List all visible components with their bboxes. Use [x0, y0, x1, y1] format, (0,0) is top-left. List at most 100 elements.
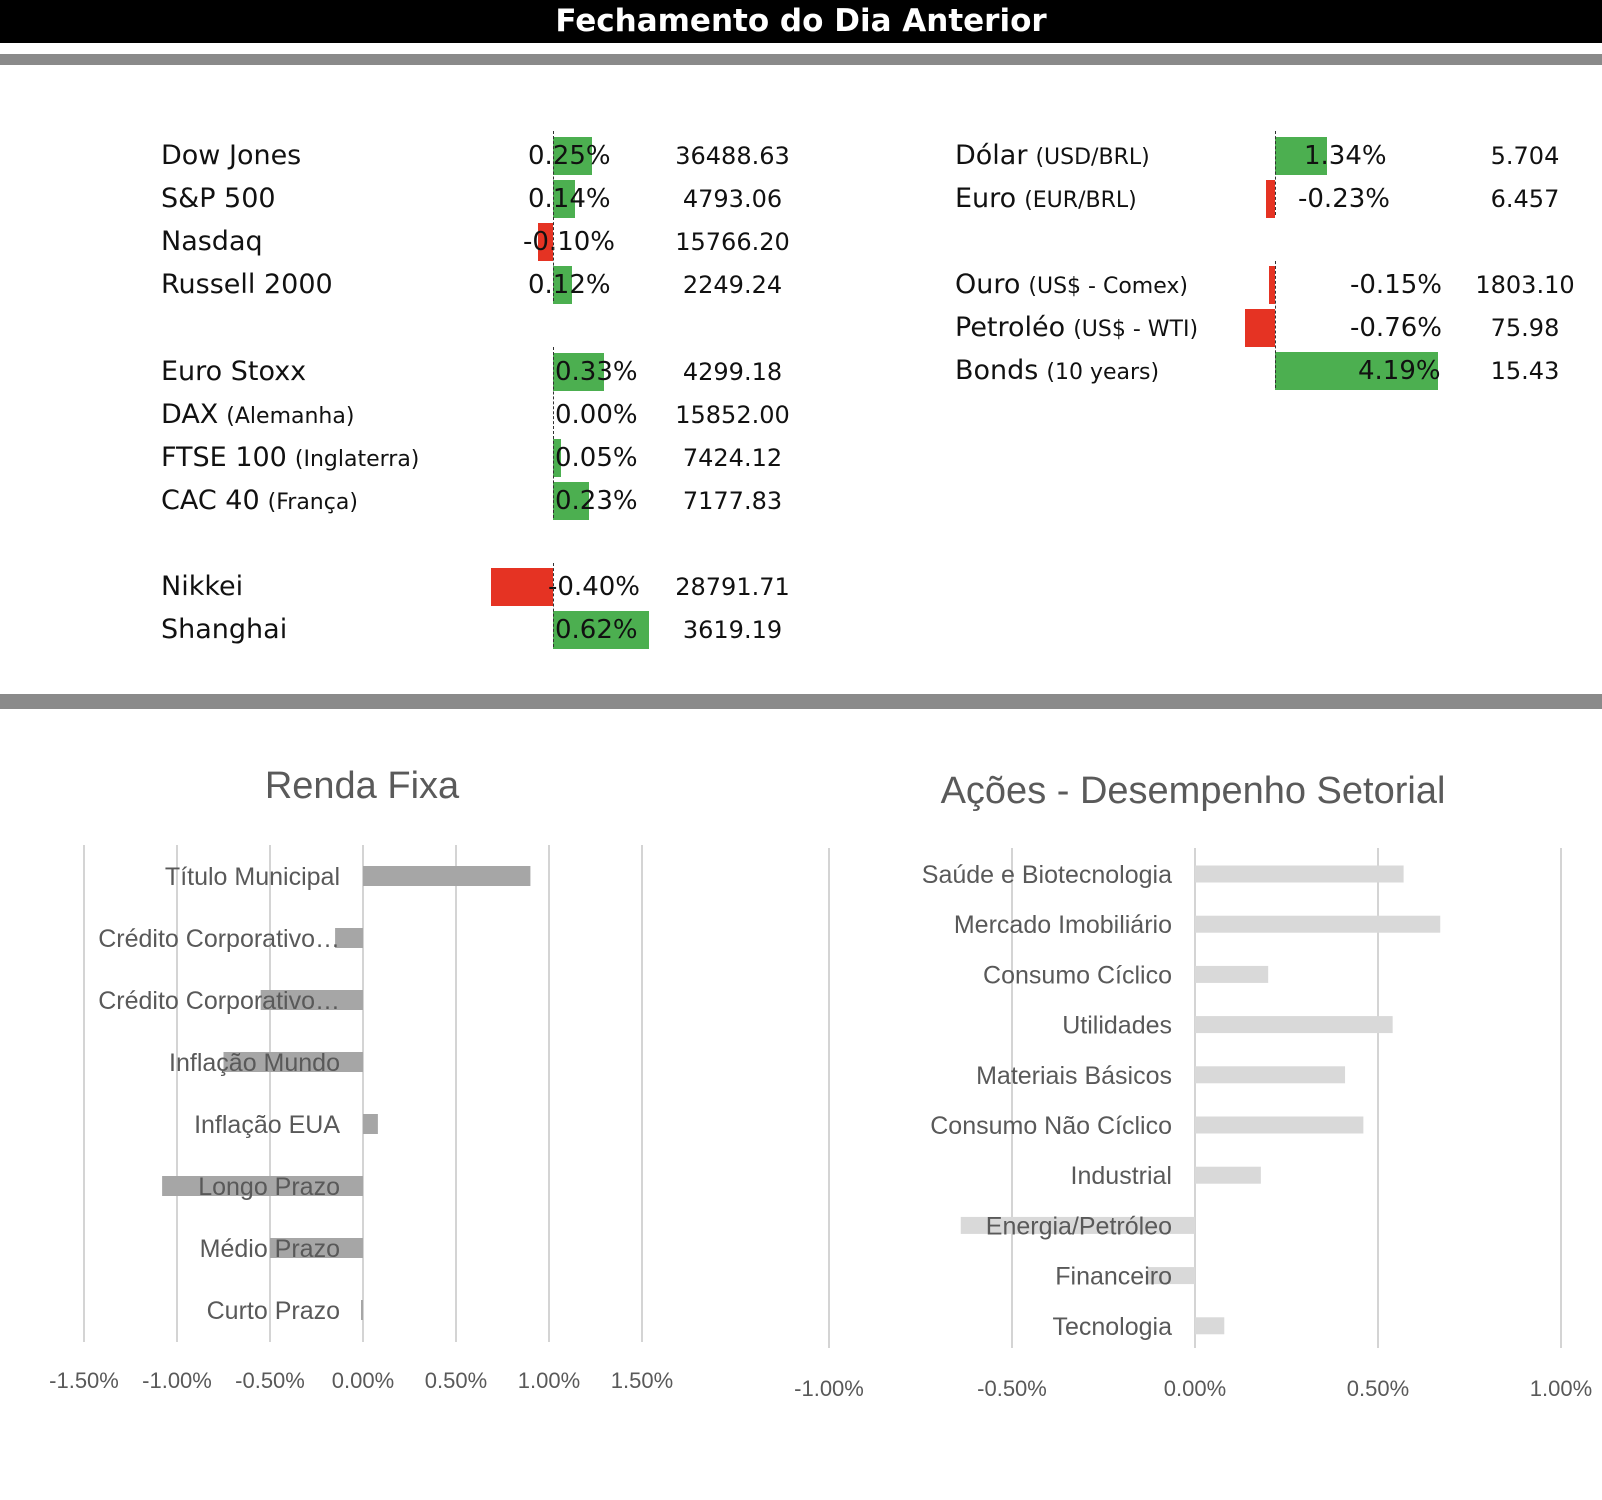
zero-axis-line — [553, 347, 554, 518]
market-name-main: S&P 500 — [161, 183, 276, 214]
bar — [223, 1052, 363, 1072]
market-name-main: Petroléo — [955, 312, 1066, 343]
change-percent: 0.33% — [555, 357, 638, 387]
middle-divider — [0, 694, 1602, 709]
market-value: 75.98 — [1490, 314, 1560, 342]
market-value: 5.704 — [1490, 142, 1560, 170]
market-name-main: Dow Jones — [161, 140, 302, 171]
tick-label: -1.00% — [794, 1376, 864, 1401]
market-name: Dow Jones — [161, 140, 301, 172]
category-label: Médio Prazo — [200, 1235, 340, 1263]
market-name: CAC 40 (França) — [161, 485, 358, 519]
chart-title: Ações - Desempenho Setorial — [941, 770, 1446, 812]
market-name: S&P 500 — [161, 183, 276, 215]
market-name: Nasdaq — [161, 226, 263, 258]
market-value: 1803.10 — [1475, 271, 1575, 299]
market-name-sub: (US$ - WTI) — [1073, 317, 1199, 342]
top-divider — [0, 54, 1602, 65]
market-value: 6.457 — [1490, 185, 1560, 213]
change-bar-negative — [1266, 180, 1275, 218]
category-label: Curto Prazo — [207, 1297, 340, 1325]
change-bar-negative — [491, 568, 553, 606]
chart-1: Ações - Desempenho Setorial -1.00% -0.50% 0… — [794, 770, 1592, 1401]
bar — [1195, 1116, 1364, 1134]
market-name-main: Euro Stoxx — [161, 356, 307, 387]
tick-label: 1.50% — [611, 1368, 673, 1393]
market-name-sub: (10 years) — [1046, 360, 1160, 385]
bar — [1195, 1166, 1261, 1184]
market-name-sub: (EUR/BRL) — [1024, 188, 1137, 213]
bar — [960, 1216, 1195, 1234]
market-name-sub: (França) — [267, 490, 358, 515]
market-value: 15852.00 — [675, 401, 790, 429]
category-label: Saúde e Biotecnologia — [922, 861, 1172, 889]
change-percent: 0.23% — [555, 486, 638, 516]
tick-label: -0.50% — [235, 1368, 305, 1393]
market-value: 4793.06 — [682, 185, 783, 213]
change-percent: 0.25% — [528, 141, 611, 171]
market-name: Dólar (USD/BRL) — [955, 140, 1150, 174]
change-percent: 0.00% — [555, 400, 638, 430]
market-name: Euro Stoxx — [161, 356, 306, 388]
tick-label: 0.50% — [1347, 1376, 1409, 1401]
tick-label: 1.00% — [518, 1368, 580, 1393]
market-name-main: Nasdaq — [161, 226, 263, 257]
change-bar-negative — [1245, 309, 1275, 347]
market-name-main: Bonds — [955, 355, 1039, 386]
market-name: Petroléo (US$ - WTI) — [955, 312, 1198, 346]
market-value: 3619.19 — [682, 616, 783, 644]
category-label: Crédito Corporativo… — [98, 925, 340, 953]
category-label: Materiais Básicos — [976, 1062, 1172, 1090]
chart-title: Renda Fixa — [265, 765, 460, 807]
market-name: Euro (EUR/BRL) — [955, 183, 1137, 217]
market-name-main: Shanghai — [161, 614, 288, 645]
zero-axis-line — [553, 131, 554, 301]
page-title: Fechamento do Dia Anterior — [555, 3, 1047, 39]
change-percent: 1.34% — [1304, 141, 1387, 171]
market-name-main: Russell 2000 — [161, 269, 333, 300]
change-bar-positive — [1275, 137, 1328, 175]
change-bar-positive — [553, 611, 650, 649]
category-label: Inflação EUA — [194, 1111, 340, 1139]
tick-label: 0.00% — [1164, 1376, 1226, 1401]
category-label: Título Municipal — [165, 863, 340, 891]
market-name-sub: (US$ - Comex) — [1028, 274, 1188, 299]
change-percent: -0.76% — [1350, 313, 1442, 343]
category-label: Consumo Cíclico — [983, 961, 1172, 989]
change-percent: -0.10% — [523, 227, 615, 257]
change-bar-positive — [553, 180, 575, 218]
tick-label: -1.50% — [49, 1368, 119, 1393]
market-name-main: CAC 40 — [161, 485, 260, 516]
bar — [1195, 865, 1404, 883]
category-label: Industrial — [1071, 1162, 1172, 1190]
change-bar-negative — [537, 223, 553, 261]
category-label: Utilidades — [1062, 1012, 1172, 1040]
bar — [335, 928, 363, 948]
change-bar-positive — [553, 266, 572, 304]
bar — [1195, 965, 1269, 983]
tick-label: 0.00% — [332, 1368, 394, 1393]
market-name-main: Dólar — [955, 140, 1028, 171]
change-bar-positive — [553, 439, 561, 477]
market-value: 15766.20 — [675, 228, 790, 256]
category-label: Consumo Não Cíclico — [930, 1112, 1172, 1140]
category-label: Inflação Mundo — [169, 1049, 340, 1077]
zero-axis-line — [1275, 261, 1276, 388]
zero-axis-line — [1275, 131, 1276, 215]
tick-label: 1.00% — [1530, 1376, 1592, 1401]
category-label: Mercado Imobiliário — [954, 911, 1172, 939]
market-name: Nikkei — [161, 571, 243, 603]
change-bar-negative — [1269, 266, 1275, 304]
market-name: Bonds (10 years) — [955, 355, 1159, 389]
change-percent: 4.19% — [1358, 356, 1441, 386]
bar — [270, 1238, 363, 1258]
category-label: Crédito Corporativo… — [98, 987, 340, 1015]
market-value: 7424.12 — [682, 444, 783, 472]
change-bar-positive — [1275, 352, 1439, 390]
bar — [1195, 915, 1441, 933]
market-value: 28791.71 — [675, 573, 790, 601]
change-bar-positive — [553, 482, 589, 520]
market-name-main: DAX — [161, 399, 219, 430]
change-percent: 0.12% — [528, 270, 611, 300]
market-name: Shanghai — [161, 614, 287, 646]
